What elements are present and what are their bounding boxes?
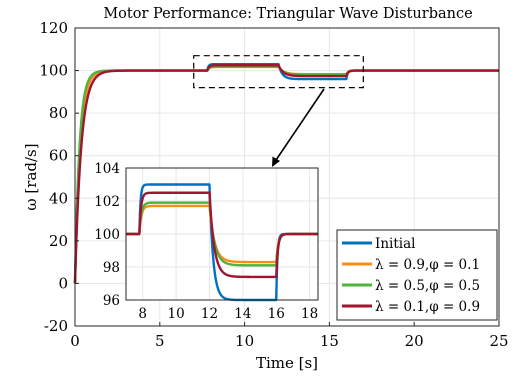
inset-x-tick-labels: 8 10 12 14 16 18 [138,306,318,322]
y-axis-label: ω [rad/s] [22,143,40,210]
x-tick-label-5: 25 [489,332,508,350]
inset-y-tick-label-4: 104 [94,161,120,177]
inset-series-line-3-0-1-0-9 [124,191,320,279]
inset-y-tick-label-3: 102 [94,194,120,210]
inset-x-tick-label-5: 18 [301,306,318,322]
main-x-tick-labels: 0 5 10 15 20 25 [70,322,509,350]
main-series-lines [73,62,501,284]
inset-series-lines [124,183,320,302]
y-tick-label-7: 120 [39,19,68,37]
inset-x-tick-label-3: 14 [234,306,251,322]
legend-entry-0: Initial [375,236,415,252]
main-plot-frame [74,27,500,327]
legend-entry-2: λ = 0.5,φ = 0.5 [375,278,480,294]
inset-x-tick-label-2: 12 [201,306,218,322]
y-tick-label-5: 80 [49,104,68,122]
x-axis-label: Time [s] [256,354,318,372]
inset-x-tick-label-4: 16 [268,306,285,322]
zoom-region-box [193,55,364,89]
inset-y-tick-label-2: 100 [94,227,120,243]
inset-y-tick-label-1: 98 [103,260,120,276]
zoom-arrow-line [273,88,325,164]
x-tick-label-3: 15 [320,332,339,350]
inset-plot-frame [125,167,319,301]
x-tick-label-1: 5 [155,332,165,350]
main-y-tick-labels: -20 0 20 40 60 80 100 120 [39,19,79,335]
x-tick-label-0: 0 [70,332,80,350]
legend: Initial λ = 0.9,φ = 0.1 λ = 0.5,φ = 0.5 λ =… [336,229,498,321]
y-tick-label-0: -20 [44,317,68,335]
y-tick-label-1: 0 [58,274,68,292]
inset-x-tick-label-1: 10 [167,306,184,322]
y-tick-label-6: 100 [39,62,68,80]
inset-y-tick-labels: 96 98 100 102 104 [94,161,120,309]
y-tick-label-3: 40 [49,189,68,207]
zoom-arrow [272,88,325,167]
y-tick-label-4: 60 [49,147,68,165]
chart-title: Motor Performance: Triangular Wave Distu… [103,6,472,22]
legend-entry-3: λ = 0.1,φ = 0.9 [375,299,480,315]
y-tick-label-2: 20 [49,232,68,250]
inset-y-tick-label-0: 96 [103,293,120,309]
zoom-arrow-head [272,156,280,167]
series-line-3-0-1-0-9 [73,64,501,284]
legend-entry-1: λ = 0.9,φ = 0.1 [375,257,480,273]
inset-x-tick-label-0: 8 [138,306,147,322]
x-tick-label-2: 10 [235,332,254,350]
x-tick-label-4: 20 [405,332,424,350]
